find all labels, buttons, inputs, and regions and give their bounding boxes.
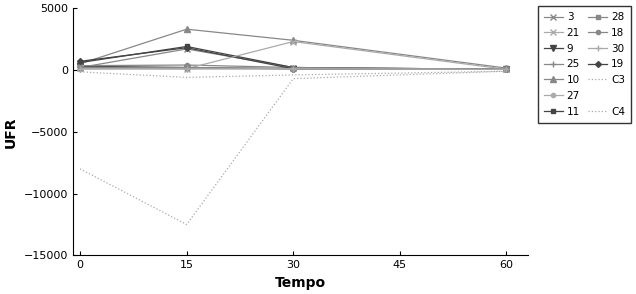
Legend: 3, 21, 9, 25, 10, 27, 11, 28, 18, 30, 19, C3, , C4: 3, 21, 9, 25, 10, 27, 11, 28, 18, 30, 19… xyxy=(537,6,632,123)
X-axis label: Tempo: Tempo xyxy=(275,276,326,290)
Y-axis label: UFR: UFR xyxy=(4,116,18,148)
